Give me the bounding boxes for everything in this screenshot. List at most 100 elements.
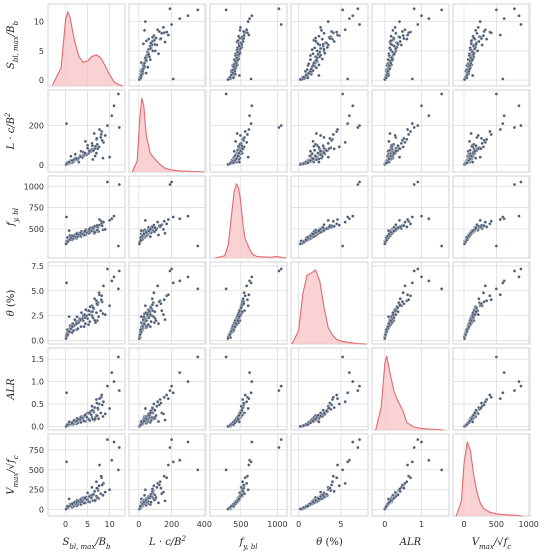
scatter-point: [169, 22, 174, 27]
scatter-point: [249, 391, 253, 395]
scatter-point: [143, 218, 148, 223]
scatter-point: [311, 63, 315, 68]
scatter-point: [317, 497, 321, 501]
scatter-point: [387, 148, 392, 152]
scatter-point: [95, 495, 99, 500]
panel-T-vs-V: [452, 261, 531, 345]
scatter-point: [110, 458, 114, 462]
scatter-point: [335, 217, 340, 222]
scatter-point: [357, 180, 362, 184]
panel-A-vs-A: [371, 347, 450, 431]
scatter-point: [340, 355, 345, 359]
scatter-point: [482, 29, 486, 34]
scatter-point: [158, 397, 162, 402]
scatter-point: [494, 8, 499, 12]
scatter-point: [512, 125, 517, 130]
scatter-point: [246, 406, 250, 411]
scatter-point: [112, 379, 116, 384]
scatter-point: [96, 315, 101, 319]
scatter-point: [405, 293, 410, 297]
scatter-point: [166, 217, 170, 222]
scatter-point: [398, 487, 402, 491]
scatter-point: [391, 142, 396, 146]
y-axis-label-F: fy, bl: [6, 208, 20, 227]
scatter-point: [440, 468, 444, 472]
scatter-point: [110, 370, 114, 375]
scatter-point: [501, 77, 505, 81]
scatter-point: [399, 141, 403, 146]
scatter-point: [82, 419, 86, 423]
scatter-point: [327, 406, 331, 410]
scatter-point: [335, 396, 340, 401]
scatter-point: [96, 406, 100, 410]
scatter-point: [501, 391, 505, 395]
x-tick-label: 1000: [267, 520, 287, 529]
scatter-point: [112, 104, 116, 108]
scatter-point: [65, 235, 70, 240]
scatter-point: [489, 132, 493, 137]
scatter-point: [398, 35, 402, 40]
scatter-point: [302, 239, 306, 244]
scatter-point: [242, 411, 247, 415]
scatter-point: [317, 34, 321, 38]
scatter-point: [318, 149, 323, 153]
scatter-point: [238, 149, 243, 153]
scatter-point: [405, 37, 409, 41]
scatter-point: [95, 486, 99, 490]
scatter-point: [412, 445, 416, 450]
scatter-point: [92, 297, 97, 301]
scatter-point: [83, 151, 87, 155]
scatter-point: [105, 123, 110, 128]
scatter-point: [479, 223, 484, 228]
scatter-point: [482, 138, 486, 143]
scatter-point: [71, 328, 76, 333]
scatter-point: [78, 317, 83, 322]
scatter-point: [247, 16, 252, 21]
scatter-point: [91, 316, 95, 320]
scatter-point: [103, 490, 107, 494]
panel-T-vs-F: [209, 261, 288, 345]
scatter-point: [156, 321, 161, 326]
scatter-point: [154, 495, 158, 500]
scatter-point: [234, 139, 238, 144]
scatter-point: [103, 227, 107, 232]
scatter-point: [139, 497, 143, 501]
scatter-point: [163, 499, 167, 503]
scatter-point: [478, 218, 482, 223]
scatter-point: [149, 418, 153, 423]
scatter-point: [474, 226, 478, 230]
scatter-point: [236, 318, 240, 323]
scatter-point: [166, 463, 170, 467]
scatter-point: [317, 145, 321, 149]
scatter-point: [78, 231, 83, 235]
scatter-point: [489, 31, 493, 35]
scatter-point: [313, 498, 318, 503]
panel-background: [47, 89, 126, 173]
scatter-point: [427, 217, 431, 221]
scatter-point: [249, 121, 253, 126]
scatter-point: [331, 219, 335, 223]
scatter-point: [235, 131, 239, 136]
scatter-point: [501, 215, 505, 219]
scatter-point: [476, 313, 480, 317]
scatter-point: [144, 417, 149, 421]
scatter-point: [246, 155, 250, 159]
scatter-point: [470, 144, 474, 148]
scatter-point: [517, 275, 521, 279]
scatter-point: [392, 316, 396, 320]
scatter-point: [196, 287, 200, 291]
scatter-point: [95, 414, 99, 418]
y-tick-label: 1.5: [31, 355, 44, 364]
scatter-point: [470, 58, 474, 62]
scatter-point: [90, 144, 95, 148]
scatter-point: [427, 279, 431, 283]
scatter-point: [116, 244, 121, 248]
scatter-point: [343, 28, 347, 32]
scatter-point: [101, 493, 105, 497]
scatter-point: [328, 36, 332, 41]
scatter-point: [64, 391, 69, 395]
scatter-point: [90, 310, 95, 314]
y-tick-label: 200: [29, 122, 44, 131]
panel-A-vs-V: [452, 347, 531, 431]
